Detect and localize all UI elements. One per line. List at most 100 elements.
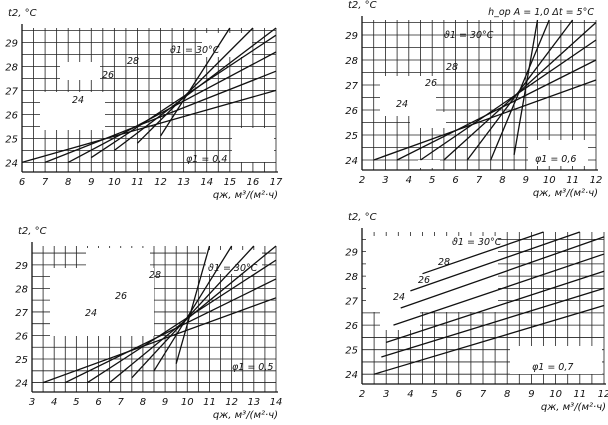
blank-area xyxy=(380,76,436,116)
x-tick-label: 10 xyxy=(543,175,556,186)
y-tick-label: 28 xyxy=(345,56,358,67)
blank-area xyxy=(380,312,420,330)
x-tick-label: 7 xyxy=(476,175,483,186)
series-line xyxy=(393,253,605,326)
x-tick-label: 11 xyxy=(203,397,216,408)
temperature-label: 26 xyxy=(425,78,437,89)
x-tick-label: 11 xyxy=(566,175,579,186)
chart-panel-1: 6 7 8 9 10 11 12 13 14 15 16 17 24 25 26 27 28 29 t2, °C qж… xyxy=(5,8,283,201)
temperature-label: 26 xyxy=(102,70,114,81)
y-tick-label: 27 xyxy=(15,308,28,319)
temperature-label: ϑ1 = 30°C xyxy=(444,30,494,41)
y-axis-label: t2, °C xyxy=(18,226,47,237)
x-tick-label: 9 xyxy=(88,177,94,188)
series-line xyxy=(422,231,544,275)
x-tick-label: 2 xyxy=(359,389,365,400)
x-tick-label: 8 xyxy=(65,177,71,188)
x-tick-label: 9 xyxy=(528,389,534,400)
x-tick-label: 13 xyxy=(177,177,190,188)
series-line xyxy=(400,236,605,309)
x-tick-label: 15 xyxy=(223,177,236,188)
x-tick-label: 4 xyxy=(51,397,57,408)
x-tick-label: 10 xyxy=(108,177,121,188)
x-tick-label: 14 xyxy=(200,177,213,188)
parameter-label: φ1 = 0,4 xyxy=(186,154,227,165)
x-axis-label: qж, м³/(м²·ч) xyxy=(213,410,278,421)
series-line xyxy=(396,59,597,161)
series-line xyxy=(385,270,605,343)
x-tick-label: 11 xyxy=(573,389,586,400)
series-line xyxy=(410,231,581,292)
y-tick-label: 29 xyxy=(345,248,358,259)
x-tick-label: 5 xyxy=(429,175,435,186)
series-line xyxy=(64,278,277,384)
x-tick-label: 9 xyxy=(162,397,168,408)
blank-area xyxy=(410,112,446,128)
x-tick-label: 8 xyxy=(499,175,505,186)
blank-area xyxy=(86,248,150,270)
x-tick-label: 12 xyxy=(598,389,608,400)
series-line xyxy=(42,297,277,384)
temperature-label: 24 xyxy=(85,308,97,319)
x-tick-label: 13 xyxy=(247,397,260,408)
y-tick-label: 24 xyxy=(15,379,28,390)
series-line xyxy=(420,39,597,161)
x-tick-label: 8 xyxy=(504,389,510,400)
blank-area xyxy=(60,62,100,80)
series-line xyxy=(109,245,277,384)
x-tick-label: 6 xyxy=(19,177,25,188)
x-tick-label: 3 xyxy=(383,389,389,400)
y-tick-label: 26 xyxy=(5,110,18,121)
x-tick-label: 10 xyxy=(549,389,562,400)
y-tick-label: 28 xyxy=(15,284,28,295)
chart-panel-2: 2 3 4 5 6 7 8 9 10 11 12 24 25 26 27 28 29 t2, °C qж, м³/(… xyxy=(345,0,602,199)
series-line xyxy=(381,287,605,358)
x-tick-label: 12 xyxy=(225,397,238,408)
x-tick-label: 9 xyxy=(523,175,529,186)
temperature-label: 24 xyxy=(396,99,408,110)
series-line xyxy=(136,27,254,144)
y-axis-label: t2, °C xyxy=(8,8,37,19)
x-tick-label: 12 xyxy=(590,175,603,186)
blank-area xyxy=(40,92,105,130)
y-tick-label: 29 xyxy=(5,38,18,49)
blank-area xyxy=(206,250,262,274)
x-tick-label: 2 xyxy=(359,175,365,186)
x-tick-label: 6 xyxy=(456,389,462,400)
y-tick-label: 27 xyxy=(345,297,358,308)
temperature-label: 26 xyxy=(418,275,430,286)
x-tick-label: 14 xyxy=(270,397,283,408)
blank-area xyxy=(510,346,602,374)
series-line xyxy=(87,259,277,384)
chart-panel-3: 3 4 5 6 7 8 9 10 11 12 13 14 24 25 26 27 28 29 t2, °C qж, м… xyxy=(15,226,282,421)
x-axis-label: qж, м³/(м²·ч) xyxy=(541,402,606,413)
y-tick-label: 26 xyxy=(345,106,358,117)
series-line xyxy=(131,245,255,379)
temperature-label: 28 xyxy=(127,56,139,67)
y-tick-label: 26 xyxy=(15,331,28,342)
y-tick-label: 25 xyxy=(15,355,28,366)
parameter-label: φ1 = 0,6 xyxy=(535,154,576,165)
temperature-label: 24 xyxy=(393,292,405,303)
x-axis-label: qж, м³/(м²·ч) xyxy=(533,188,598,199)
series-line xyxy=(159,27,231,137)
x-tick-label: 6 xyxy=(95,397,101,408)
x-tick-label: 11 xyxy=(131,177,144,188)
y-tick-label: 25 xyxy=(345,131,358,142)
y-tick-label: 24 xyxy=(345,156,358,167)
temperature-label: ϑ1 = 30°C xyxy=(208,263,258,274)
y-tick-label: 26 xyxy=(345,321,358,332)
x-tick-label: 6 xyxy=(452,175,458,186)
x-tick-label: 7 xyxy=(480,389,487,400)
x-tick-label: 5 xyxy=(431,389,437,400)
blank-area xyxy=(418,160,440,168)
y-tick-label: 29 xyxy=(345,31,358,42)
x-tick-label: 12 xyxy=(154,177,167,188)
x-tick-label: 5 xyxy=(73,397,79,408)
x-axis-label: qж, м³/(м²·ч) xyxy=(213,190,278,201)
y-tick-label: 27 xyxy=(5,86,18,97)
series-line xyxy=(44,70,277,164)
temperature-label: 24 xyxy=(72,95,84,106)
blank-area xyxy=(50,268,154,336)
